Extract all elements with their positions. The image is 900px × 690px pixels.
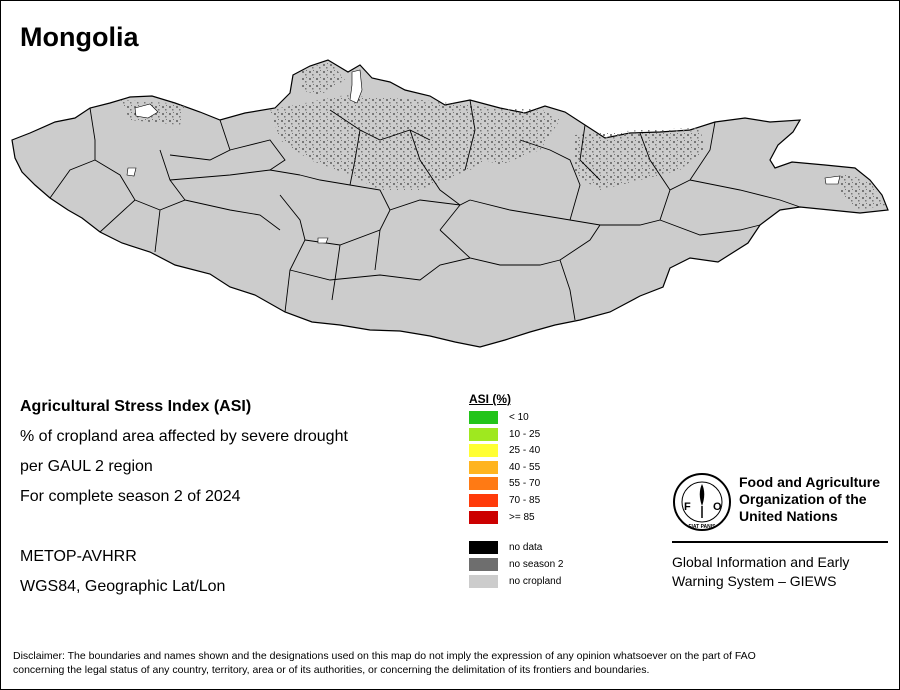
legend-swatch-class-2 bbox=[469, 444, 498, 458]
legend-swatch-class-0 bbox=[469, 411, 498, 424]
legend-swatch-class-5 bbox=[469, 494, 498, 507]
legend-swatch-other-1 bbox=[469, 558, 498, 571]
projection-label: WGS84, Geographic Lat/Lon bbox=[20, 578, 226, 595]
fao-name: Food and Agriculture Organization of the… bbox=[739, 474, 899, 525]
fao-name-line2: Organization of the bbox=[739, 491, 867, 507]
index-title: Agricultural Stress Index (ASI) bbox=[20, 398, 252, 415]
lakes bbox=[126, 69, 841, 244]
fao-divider bbox=[672, 541, 888, 543]
sensor-label: METOP-AVHRR bbox=[20, 548, 137, 565]
legend-label-other-0: no data bbox=[509, 542, 543, 553]
fao-name-line3: United Nations bbox=[739, 508, 838, 524]
legend-label-other-1: no season 2 bbox=[509, 559, 564, 570]
svg-text:O: O bbox=[713, 501, 722, 513]
legend-label-class-1: 10 - 25 bbox=[509, 428, 541, 440]
fao-logo-letter-f: F bbox=[684, 501, 691, 513]
legend-title: ASI (%) bbox=[469, 392, 511, 406]
legend-label-class-0: < 10 bbox=[509, 412, 529, 423]
cropland-stipple bbox=[120, 62, 885, 210]
legend-swatch-class-6 bbox=[469, 510, 498, 524]
region-boundaries bbox=[49, 99, 801, 321]
giews-label: Global Information and Early Warning Sys… bbox=[672, 553, 892, 591]
legend-swatch-other-2 bbox=[469, 575, 498, 588]
legend-label-other-2: no cropland bbox=[509, 576, 562, 587]
map-title: Mongolia bbox=[20, 22, 139, 52]
fao-logo-icon: F O FIAT PANIS bbox=[673, 473, 731, 531]
disclaimer-line2: concerning the legal status of any count… bbox=[13, 664, 650, 676]
disclaimer-line1: Disclaimer: The boundaries and names sho… bbox=[13, 650, 756, 662]
legend-swatch-other-0 bbox=[469, 541, 498, 554]
legend-swatch-class-4 bbox=[469, 477, 498, 491]
fao-name-line1: Food and Agriculture bbox=[739, 474, 881, 490]
fao-motto: FIAT PANIS bbox=[688, 524, 716, 530]
giews-line1: Global Information and Early bbox=[672, 554, 850, 570]
legend-label-class-4: 55 - 70 bbox=[509, 478, 541, 490]
season-label: For complete season 2 of 2024 bbox=[20, 488, 241, 505]
legend-label-class-2: 25 - 40 bbox=[509, 445, 541, 457]
legend-label-class-3: 40 - 55 bbox=[509, 461, 541, 473]
disclaimer: Disclaimer: The boundaries and names sho… bbox=[13, 649, 889, 677]
giews-line2: Warning System – GIEWS bbox=[672, 573, 837, 589]
legend-swatch-class-3 bbox=[469, 460, 498, 474]
legend-label-class-5: 70 - 85 bbox=[509, 495, 541, 506]
country-map bbox=[11, 59, 889, 348]
region-level: per GAUL 2 region bbox=[20, 458, 153, 475]
legend-swatch-class-1 bbox=[469, 427, 498, 441]
legend-label-class-6: >= 85 bbox=[509, 511, 535, 523]
index-description: % of cropland area affected by severe dr… bbox=[20, 428, 348, 445]
